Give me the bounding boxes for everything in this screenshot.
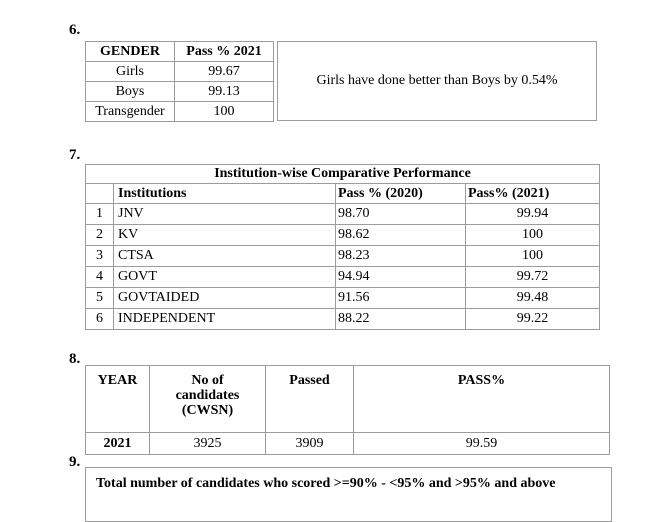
- gender-cell: Girls: [85, 61, 175, 82]
- institution-cell: GOVT: [113, 266, 336, 288]
- pass-percent-header-cell: PASS%: [353, 365, 610, 433]
- candidates-cell: 3925: [149, 432, 266, 455]
- serial-header-cell: [85, 183, 114, 204]
- institutions-header-cell: Institutions: [113, 183, 336, 204]
- pass-2021-cell: 100: [465, 224, 600, 246]
- pass-value-cell: 99.67: [174, 61, 274, 82]
- serial-cell: 6: [85, 308, 114, 330]
- institution-cell: INDEPENDENT: [113, 308, 336, 330]
- gender-comparison-note-box: Girls have done better than Boys by 0.54…: [277, 41, 597, 121]
- year-cell: 2021: [85, 432, 150, 455]
- table-row: 3 CTSA 98.23 100: [85, 245, 600, 267]
- table-row: Transgender 100: [85, 101, 274, 122]
- institution-cell: KV: [113, 224, 336, 246]
- pass-2021-cell: 99.94: [465, 203, 600, 225]
- table-header-row: Institutions Pass % (2020) Pass% (2021): [85, 183, 600, 204]
- table-row: 5 GOVTAIDED 91.56 99.48: [85, 287, 600, 309]
- table-row: 1 JNV 98.70 99.94: [85, 203, 600, 225]
- pass-2020-cell: 94.94: [335, 266, 466, 288]
- table-row: Girls 99.67: [85, 61, 274, 82]
- pass-2021-cell: 99.22: [465, 308, 600, 330]
- table-row: 6 INDEPENDENT 88.22 99.22: [85, 308, 600, 330]
- cwsn-results-table: YEAR No of candidates (CWSN) Passed PASS…: [85, 365, 610, 455]
- pass-2020-cell: 98.62: [335, 224, 466, 246]
- pass-2020-cell: 88.22: [335, 308, 466, 330]
- table-row: 4 GOVT 94.94 99.72: [85, 266, 600, 288]
- pass-2020-header-cell: Pass % (2020): [335, 183, 466, 204]
- passed-cell: 3909: [265, 432, 354, 455]
- pass-value-cell: 100: [174, 101, 274, 122]
- serial-cell: 2: [85, 224, 114, 246]
- pass-percent-cell: 99.59: [353, 432, 610, 455]
- candidates-header-cell: No of candidates (CWSN): [149, 365, 266, 433]
- serial-cell: 5: [85, 287, 114, 309]
- pass-2020-cell: 98.23: [335, 245, 466, 267]
- score-range-header-text: Total number of candidates who scored >=…: [96, 476, 556, 491]
- table-row: Boys 99.13: [85, 81, 274, 102]
- institution-performance-table: Institution-wise Comparative Performance…: [85, 164, 600, 330]
- item-7-number: 7.: [69, 147, 81, 163]
- passed-header-cell: Passed: [265, 365, 354, 433]
- pass-2021-cell: 99.72: [465, 266, 600, 288]
- table-header-row: YEAR No of candidates (CWSN) Passed PASS…: [85, 365, 610, 433]
- pass-2021-cell: 100: [465, 245, 600, 267]
- serial-cell: 1: [85, 203, 114, 225]
- item-6-number: 6.: [69, 22, 81, 38]
- pass-value-cell: 99.13: [174, 81, 274, 102]
- pass-2021-cell: 99.48: [465, 287, 600, 309]
- institution-cell: CTSA: [113, 245, 336, 267]
- table-title-row: Institution-wise Comparative Performance: [85, 164, 600, 184]
- serial-cell: 3: [85, 245, 114, 267]
- gender-cell: Boys: [85, 81, 175, 102]
- item-8-number: 8.: [69, 351, 81, 367]
- year-header-cell: YEAR: [85, 365, 150, 433]
- serial-cell: 4: [85, 266, 114, 288]
- institution-cell: GOVTAIDED: [113, 287, 336, 309]
- table-row: 2 KV 98.62 100: [85, 224, 600, 246]
- gender-header-cell: GENDER: [85, 41, 175, 62]
- candidates-header-text: No of candidates (CWSN): [175, 373, 240, 418]
- gender-comparison-note: Girls have done better than Boys by 0.54…: [316, 73, 558, 88]
- pass-2021-header-cell: Pass% (2021): [465, 183, 600, 204]
- gender-cell: Transgender: [85, 101, 175, 122]
- gender-table-header-row: GENDER Pass % 2021: [85, 41, 274, 62]
- institution-cell: JNV: [113, 203, 336, 225]
- item-9-number: 9.: [69, 454, 81, 470]
- gender-pass-table: GENDER Pass % 2021 Girls 99.67 Boys 99.1…: [85, 41, 274, 122]
- table-row: 2021 3925 3909 99.59: [85, 432, 610, 455]
- pass-2020-cell: 98.70: [335, 203, 466, 225]
- table-title: Institution-wise Comparative Performance: [85, 164, 600, 184]
- score-range-header-box: Total number of candidates who scored >=…: [85, 467, 612, 522]
- pass-2021-header-cell: Pass % 2021: [174, 41, 274, 62]
- pass-2020-cell: 91.56: [335, 287, 466, 309]
